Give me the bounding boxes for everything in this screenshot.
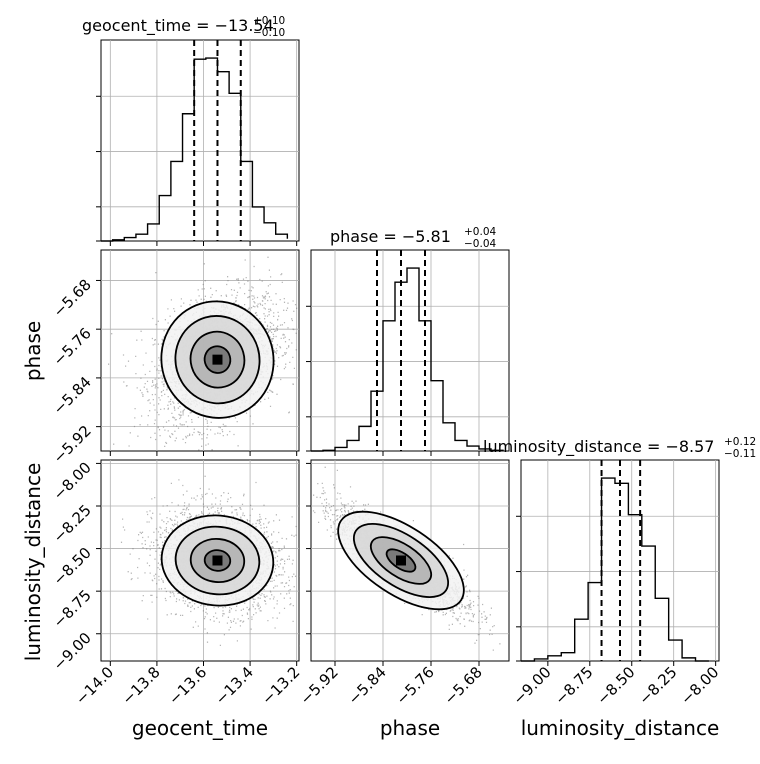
panel-geocent-time-vs-geocent-time-frame — [100, 39, 300, 242]
x-tick-label-geocent-time: −13.6 — [165, 663, 210, 708]
contour-line-0 — [337, 510, 465, 611]
xlabel-geocent-time: geocent_time — [132, 716, 268, 740]
density-peak — [212, 555, 223, 566]
panel-phase-vs-geocent-time-frame — [100, 249, 300, 452]
y-tick-label-luminosity-distance: −8.25 — [50, 501, 95, 546]
contour-line-1 — [352, 523, 450, 598]
x-tick-label-luminosity-distance: −8.25 — [635, 663, 680, 708]
title-geocent-time: geocent_time = −13.54 +0.10 −0.10 — [82, 15, 285, 39]
x-tick-label-phase: −5.76 — [393, 663, 438, 708]
x-tick-label-luminosity-distance: −8.00 — [677, 663, 722, 708]
x-tick-label-geocent-time: −13.4 — [212, 663, 257, 708]
x-tick-label-luminosity-distance: −8.50 — [593, 663, 638, 708]
panel-luminosity-distance-vs-phase-frame — [310, 459, 510, 662]
panel-frames — [100, 39, 720, 662]
y-tick-label-luminosity-distance: −8.50 — [50, 544, 95, 589]
contour-line-1 — [174, 525, 261, 596]
contour-line-3 — [203, 549, 232, 572]
title-luminosity-distance-main: luminosity_distance = −8.57 — [483, 437, 714, 457]
histogram-luminosity-distance — [521, 477, 709, 662]
xlabel-luminosity-distance: luminosity_distance — [521, 716, 720, 740]
y-tick-label-phase: −5.84 — [50, 373, 95, 418]
title-geocent-time-main: geocent_time = −13.54 — [82, 16, 274, 36]
ylabel-luminosity-distance: luminosity_distance — [21, 463, 45, 662]
contour-line-0 — [160, 300, 275, 419]
title-luminosity-distance-minus: −0.11 — [724, 448, 756, 460]
title-luminosity-distance: luminosity_distance = −8.57 +0.12 −0.11 — [483, 436, 756, 460]
title-luminosity-distance-plus: +0.12 — [724, 436, 756, 448]
panel-luminosity-distance-vs-geocent-time-frame — [100, 459, 300, 662]
contour-line-2 — [369, 536, 433, 585]
density-peak — [396, 555, 406, 566]
x-tick-label-phase: −5.84 — [345, 663, 390, 708]
contour-line-3 — [203, 345, 232, 374]
histograms — [101, 57, 709, 662]
y-tick-label-phase: −5.68 — [50, 276, 95, 321]
title-phase-main: phase = −5.81 — [330, 227, 451, 246]
contour-line-3 — [385, 548, 417, 573]
title-geocent-time-minus: −0.10 — [253, 27, 285, 39]
contour-line-2 — [189, 330, 246, 389]
contour-lines — [160, 300, 465, 611]
axis-ticks: −5.92−5.84−5.76−5.68−14.0 −13.8 −13.6 −13.4… — [50, 95, 722, 708]
ylabel-phase: phase — [21, 321, 45, 381]
x-tick-label-geocent-time: −14.0 — [72, 663, 117, 708]
xlabel-phase: phase — [380, 716, 440, 740]
histogram-phase — [311, 267, 504, 452]
title-phase-plus: +0.04 — [464, 226, 496, 238]
contour-line-1 — [174, 315, 261, 405]
panel-phase-vs-phase-frame — [310, 249, 510, 452]
x-tick-label-luminosity-distance: −9.00 — [509, 663, 554, 708]
contour-line-2 — [189, 537, 246, 584]
x-tick-label-phase: −5.68 — [441, 663, 486, 708]
title-phase: phase = −5.81 +0.04 −0.04 — [330, 226, 496, 250]
contour-line-0 — [160, 514, 275, 607]
y-tick-label-luminosity-distance: −9.00 — [50, 629, 95, 674]
title-geocent-time-plus: +0.10 — [253, 15, 285, 27]
density-peak — [212, 354, 223, 365]
y-tick-label-phase: −5.76 — [50, 324, 95, 369]
quantile-lines — [193, 40, 642, 661]
y-tick-label-phase: −5.92 — [50, 422, 95, 467]
x-tick-label-luminosity-distance: −8.75 — [551, 663, 596, 708]
title-phase-minus: −0.04 — [464, 238, 496, 250]
x-tick-label-phase: −5.92 — [297, 663, 342, 708]
y-tick-label-luminosity-distance: −8.75 — [50, 586, 95, 631]
y-tick-label-luminosity-distance: −8.00 — [50, 459, 95, 504]
x-tick-label-geocent-time: −13.2 — [258, 663, 303, 708]
x-tick-label-geocent-time: −13.8 — [119, 663, 164, 708]
histogram-geocent-time — [101, 57, 289, 242]
